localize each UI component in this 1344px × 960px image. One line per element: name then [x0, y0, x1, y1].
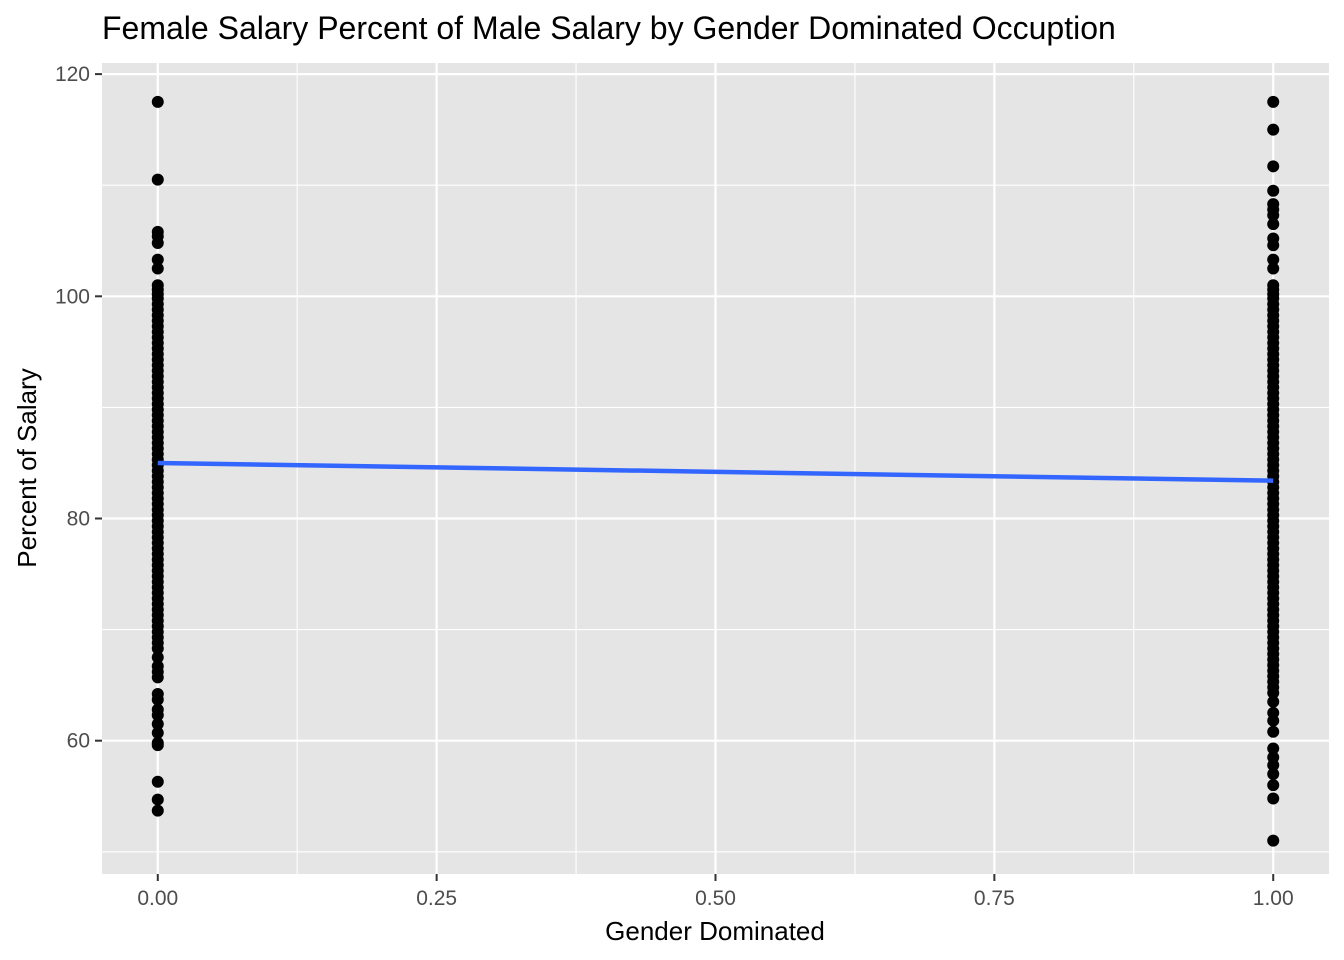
y-tick-label: 100 — [55, 285, 90, 308]
y-tick-label: 120 — [55, 63, 90, 86]
data-point — [1267, 218, 1280, 231]
x-tick-label: 0.25 — [416, 887, 457, 910]
y-tick-label: 80 — [67, 507, 90, 530]
data-point — [1267, 779, 1280, 792]
data-point — [151, 709, 164, 722]
data-point — [151, 793, 164, 806]
x-tick-label: 0.00 — [137, 887, 178, 910]
x-tick-label: 0.50 — [695, 887, 736, 910]
data-point — [1267, 686, 1280, 699]
x-axis: 0.00 0.25 0.50 0.75 1.00 — [137, 874, 1294, 910]
data-point — [151, 253, 164, 266]
data-point — [1267, 253, 1280, 266]
x-tick-label: 0.75 — [974, 887, 1015, 910]
data-point — [1267, 209, 1280, 222]
data-point — [1267, 792, 1280, 805]
data-point — [151, 236, 164, 249]
x-axis-title: Gender Dominated — [605, 916, 825, 946]
data-point — [1267, 95, 1280, 108]
data-point — [1267, 239, 1280, 252]
data-point — [151, 671, 164, 684]
y-axis-title: Percent of Salary — [12, 368, 42, 567]
chart-title: Female Salary Percent of Male Salary by … — [102, 10, 1116, 46]
data-point — [1267, 725, 1280, 738]
data-point — [1267, 695, 1280, 708]
data-point — [1267, 160, 1280, 173]
data-point — [151, 642, 164, 655]
data-point — [151, 173, 164, 186]
data-point — [151, 693, 164, 706]
trend-line — [157, 460, 1274, 483]
y-tick-label: 60 — [67, 730, 90, 753]
data-point — [151, 95, 164, 108]
data-point — [151, 775, 164, 788]
data-point — [151, 651, 164, 664]
data-point — [1267, 768, 1280, 781]
y-axis: 60 80 100 120 — [55, 63, 102, 753]
data-point — [1267, 742, 1280, 755]
data-point — [1267, 262, 1280, 275]
data-point — [151, 718, 164, 731]
trend-line-group — [157, 460, 1274, 483]
data-point — [1267, 123, 1280, 136]
data-point — [151, 262, 164, 275]
data-point — [1267, 184, 1280, 197]
data-point — [1267, 834, 1280, 847]
data-point — [1267, 714, 1280, 727]
data-point — [151, 804, 164, 817]
data-point — [1267, 759, 1280, 772]
data-point — [151, 726, 164, 739]
x-tick-label: 1.00 — [1253, 887, 1294, 910]
data-points — [151, 95, 1280, 847]
data-point — [151, 739, 164, 752]
